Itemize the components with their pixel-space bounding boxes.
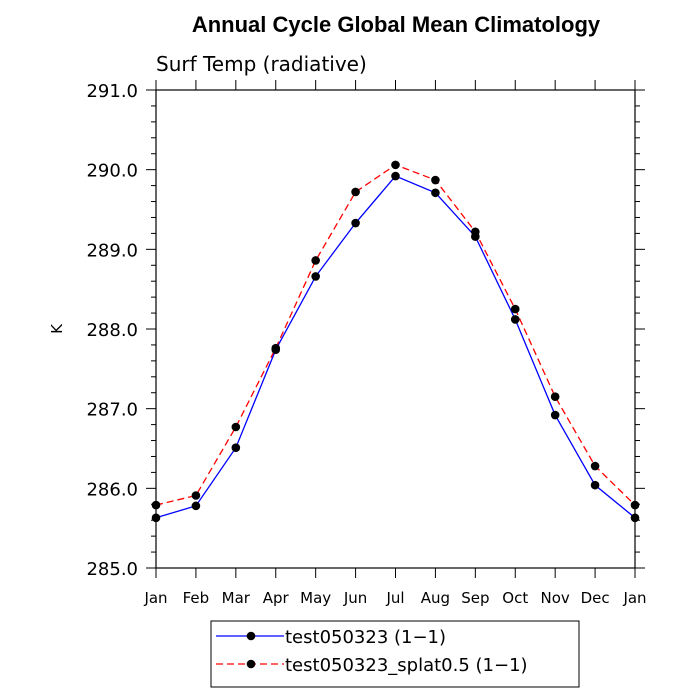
data-point — [351, 218, 360, 228]
data-point — [271, 343, 281, 353]
x-tick-label: Aug — [421, 589, 450, 607]
data-point — [231, 422, 241, 432]
x-tick-label: Feb — [183, 589, 210, 607]
legend-marker — [246, 659, 256, 669]
legend-marker — [246, 631, 256, 641]
data-point — [550, 392, 560, 402]
y-axis-label: K — [48, 323, 66, 334]
data-point — [351, 187, 360, 197]
chart-subtitle: Surf Temp (radiative) — [156, 52, 367, 76]
y-axis-label-group: K — [48, 323, 66, 334]
x-tick-label: Nov — [541, 589, 570, 607]
legend: test050323 (1−1) test050323_splat0.5 (1−1… — [210, 620, 580, 688]
data-point — [231, 443, 241, 453]
x-tick-label: Dec — [581, 589, 610, 607]
data-point — [630, 500, 640, 510]
x-tick-label: Jun — [343, 589, 367, 607]
legend-label: test050323_splat0.5 (1−1) — [285, 655, 528, 676]
data-point — [191, 491, 201, 500]
data-point — [431, 188, 440, 198]
x-tick-label: May — [300, 589, 331, 607]
y-tick-label: 290.0 — [86, 161, 138, 182]
y-tick-label: 288.0 — [86, 320, 138, 341]
legend-box — [210, 620, 580, 688]
x-tick-label: Jul — [385, 589, 404, 607]
data-point — [191, 501, 201, 511]
x-tick-label: Oct — [502, 589, 528, 607]
data-point — [590, 480, 600, 490]
series-layer — [151, 160, 640, 523]
series-line — [155, 164, 636, 506]
y-tick-label: 291.0 — [86, 81, 138, 102]
chart-title: Annual Cycle Global Mean Climatology — [192, 12, 601, 37]
data-point — [311, 272, 320, 281]
y-tick-label: 286.0 — [86, 479, 138, 500]
data-point — [510, 304, 520, 314]
axis-ticks — [146, 80, 645, 578]
y-tick-label: 285.0 — [86, 559, 138, 580]
x-tick-label: Mar — [222, 589, 251, 607]
data-point — [151, 513, 161, 523]
x-tick-labels: Jan Feb Mar Apr May Jun Jul Aug Sep Oct Nov Dec Jan — [143, 589, 646, 607]
data-point — [471, 227, 480, 237]
data-point — [151, 500, 161, 510]
x-tick-label: Sep — [461, 589, 489, 607]
data-point — [630, 513, 640, 523]
data-point — [510, 315, 520, 324]
x-tick-label: Jan — [143, 589, 167, 607]
y-tick-label: 289.0 — [86, 240, 138, 261]
y-tick-labels: 285.0 286.0 287.0 288.0 289.0 290.0 291.0 — [86, 81, 138, 580]
data-point — [550, 410, 560, 420]
data-point — [431, 175, 440, 185]
legend-label: test050323 (1−1) — [285, 627, 446, 648]
data-point — [391, 160, 400, 170]
data-point — [391, 171, 400, 181]
series-line — [155, 175, 636, 519]
x-tick-label: Apr — [263, 589, 290, 607]
x-tick-label: Jan — [622, 589, 646, 607]
data-point — [590, 461, 600, 471]
y-tick-label: 287.0 — [86, 400, 138, 421]
data-point — [311, 256, 320, 265]
